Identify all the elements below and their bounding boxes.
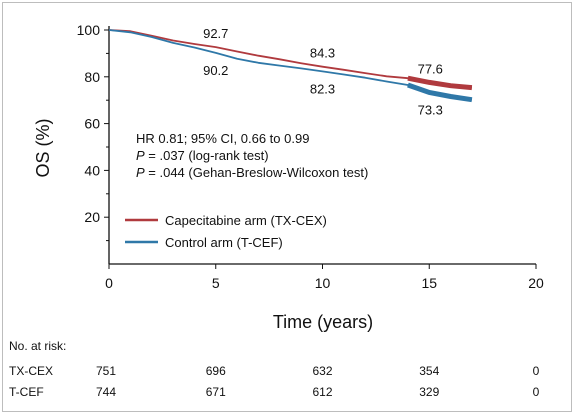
x-tick-label: 0 xyxy=(105,275,113,291)
risk-count: 0 xyxy=(533,385,540,399)
point-label: 92.7 xyxy=(203,26,228,41)
risk-count: 696 xyxy=(206,364,226,378)
y-tick-label: 40 xyxy=(84,162,100,178)
x-tick-label: 20 xyxy=(528,275,544,291)
x-tick-label: 5 xyxy=(212,275,220,291)
risk-table-title: No. at risk: xyxy=(9,339,66,353)
x-tick-label: 15 xyxy=(421,275,437,291)
risk-row-label: T-CEF xyxy=(9,385,44,399)
risk-count: 671 xyxy=(206,385,226,399)
km-survival-chart: 20 40 60 80 100 0 5 10 15 20 92.7 84.3 77.6 90.2 82.3… xyxy=(9,22,544,399)
risk-count: 632 xyxy=(312,364,332,378)
risk-count: 0 xyxy=(533,364,540,378)
point-label: 90.2 xyxy=(203,63,228,78)
stats-annotation: HR 0.81; 95% CI, 0.66 to 0.99 P = .037 (… xyxy=(136,131,368,180)
hazard-ratio-text: HR 0.81; 95% CI, 0.66 to 0.99 xyxy=(136,131,309,146)
x-axis-label: Time (years) xyxy=(273,312,373,332)
figure-frame: 20 40 60 80 100 0 5 10 15 20 92.7 84.3 77.6 90.2 82.3… xyxy=(2,2,572,412)
gehan-p-value: = .044 (Gehan-Breslow-Wilcoxon test) xyxy=(145,165,369,180)
logrank-p-text: P = .037 (log-rank test) xyxy=(136,148,269,163)
y-tick-label: 20 xyxy=(84,209,100,225)
series-layer: 92.7 84.3 77.6 90.2 82.3 73.3 xyxy=(108,26,473,117)
p-symbol: P xyxy=(136,148,145,163)
x-tick-label: 10 xyxy=(315,275,331,291)
point-label: 77.6 xyxy=(418,61,443,76)
risk-count: 744 xyxy=(96,385,116,399)
point-label: 73.3 xyxy=(418,102,443,117)
point-label: 84.3 xyxy=(310,46,335,61)
series-censor-band xyxy=(407,82,473,103)
y-tick-label: 100 xyxy=(77,22,101,38)
y-tick-label: 80 xyxy=(84,69,100,85)
risk-row-label: TX-CEX xyxy=(9,364,53,378)
axes: 20 40 60 80 100 0 5 10 15 20 xyxy=(77,22,544,291)
legend-label-control: Control arm (T-CEF) xyxy=(165,235,283,250)
y-tick-label: 60 xyxy=(84,116,100,132)
risk-count: 329 xyxy=(419,385,439,399)
risk-count: 612 xyxy=(312,385,332,399)
risk-count: 751 xyxy=(96,364,116,378)
risk-table: No. at risk: TX-CEX 751 696 632 354 0 T-CEF 744… xyxy=(9,339,540,399)
p-symbol: P xyxy=(136,165,145,180)
point-label: 82.3 xyxy=(310,81,335,96)
risk-count: 354 xyxy=(419,364,439,378)
legend: Capecitabine arm (TX-CEX) Control arm (T… xyxy=(125,213,327,250)
series-censor-band xyxy=(407,75,473,91)
legend-label-capecitabine: Capecitabine arm (TX-CEX) xyxy=(165,213,327,228)
gehan-p-text: P = .044 (Gehan-Breslow-Wilcoxon test) xyxy=(136,165,368,180)
logrank-p-value: = .037 (log-rank test) xyxy=(145,148,269,163)
y-axis-label: OS (%) xyxy=(33,118,53,177)
